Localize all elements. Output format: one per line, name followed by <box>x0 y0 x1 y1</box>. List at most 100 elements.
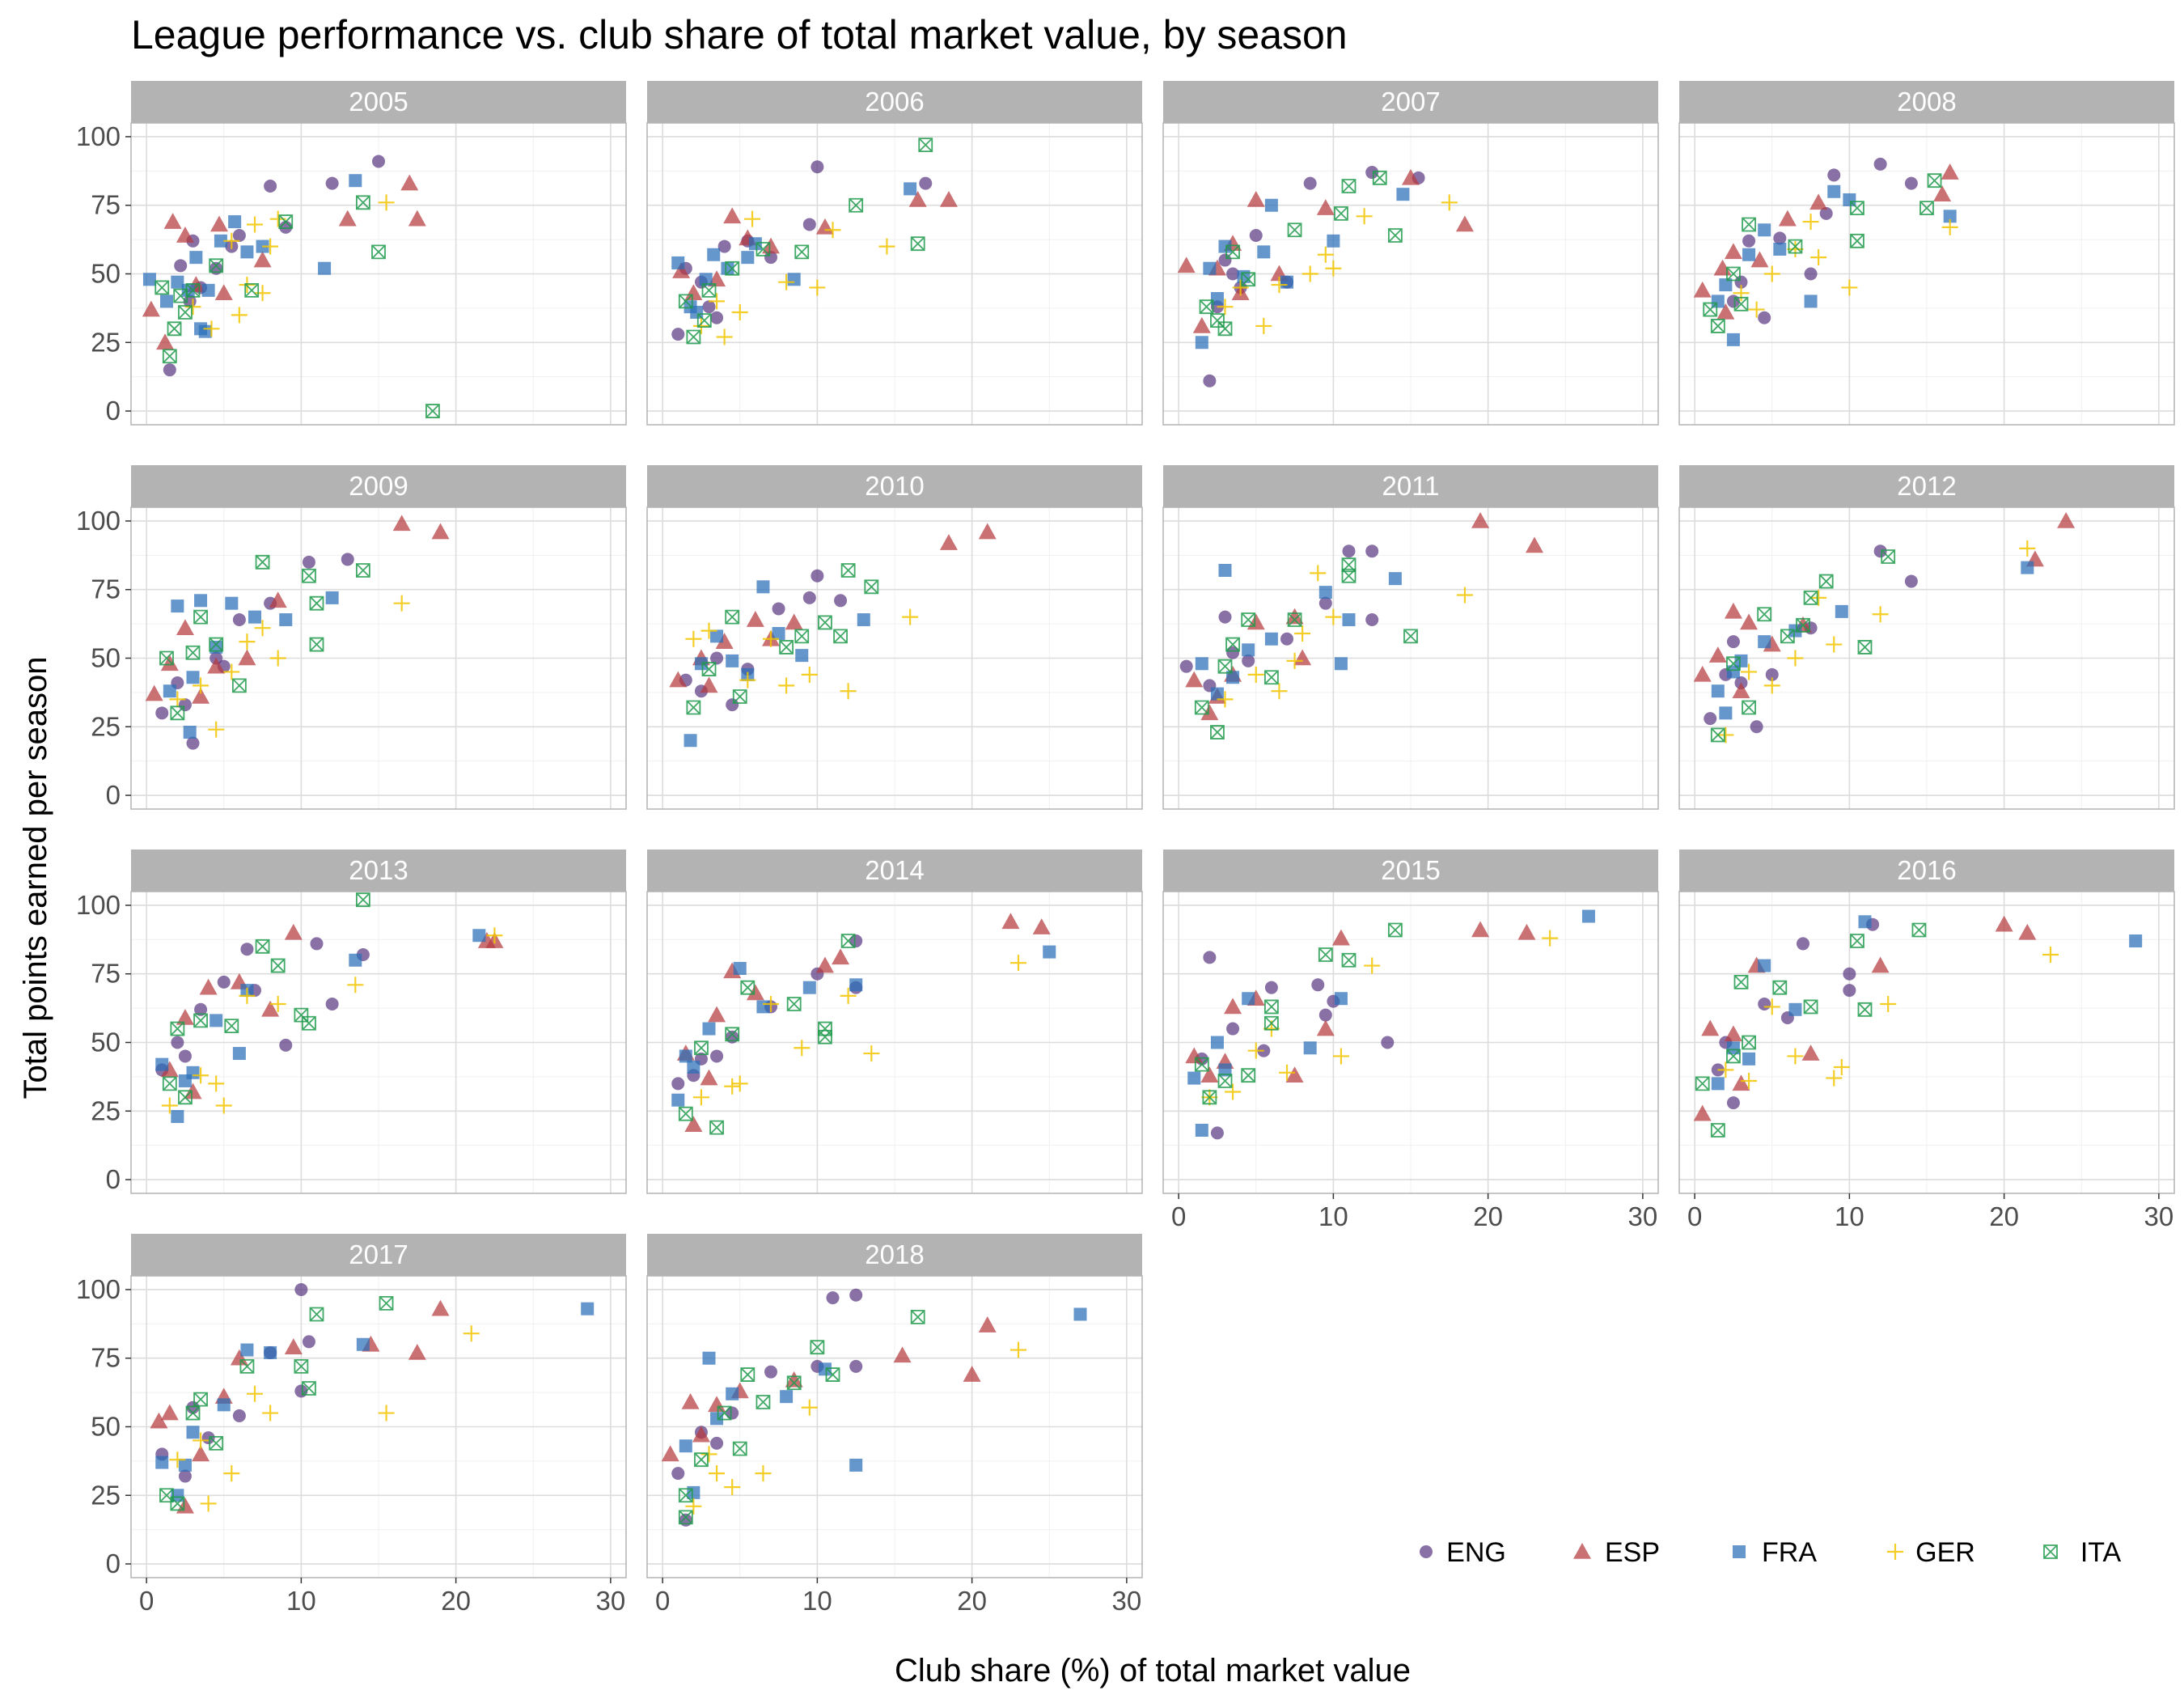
point-ita <box>910 1309 925 1324</box>
point-fra <box>795 649 809 663</box>
point-fra <box>1218 1063 1232 1077</box>
facet-panel-2010: 2010 <box>646 465 1143 810</box>
point-fra <box>772 626 785 640</box>
point-ita <box>779 640 794 655</box>
point-fra <box>787 273 801 286</box>
point-ita <box>244 282 260 298</box>
point-esp <box>661 1445 679 1462</box>
point-ger <box>1456 587 1473 604</box>
point-fra <box>325 591 339 604</box>
point-esp <box>1285 608 1304 625</box>
point-eng <box>1773 231 1787 245</box>
point-fra <box>741 251 755 265</box>
point-fra <box>189 251 203 265</box>
point-eng <box>325 998 339 1011</box>
point-ita <box>833 629 848 644</box>
point-fra <box>1788 624 1802 638</box>
point-fra <box>248 610 261 624</box>
point-esp <box>160 1404 179 1421</box>
point-ita <box>270 958 286 973</box>
point-eng <box>1381 1036 1395 1049</box>
point-fra <box>217 1398 231 1412</box>
facet-strip-label: 2012 <box>1897 471 1956 501</box>
point-ger <box>193 1067 210 1084</box>
point-esp <box>2057 511 2076 528</box>
point-ita <box>185 282 201 298</box>
point-eng <box>1242 654 1255 667</box>
point-ger <box>1010 955 1026 972</box>
point-fra <box>1218 239 1232 253</box>
x-tick-label: 0 <box>655 1586 670 1616</box>
point-ita <box>371 244 386 260</box>
facet-strip-label: 2013 <box>349 855 408 885</box>
point-fra <box>1226 671 1240 684</box>
point-fra <box>726 654 739 667</box>
point-ita <box>840 563 856 578</box>
point-ita <box>278 214 294 229</box>
point-esp <box>431 1299 450 1316</box>
point-esp <box>1455 215 1474 232</box>
point-esp <box>1693 281 1712 298</box>
point-ger <box>763 630 779 647</box>
point-ger <box>878 238 895 255</box>
point-fra <box>1758 635 1771 649</box>
point-ita <box>1919 201 1934 216</box>
point-fra <box>1726 665 1740 679</box>
point-fra <box>1210 687 1224 701</box>
point-ita <box>1241 1068 1256 1083</box>
point-ger <box>724 1479 741 1496</box>
facet-strip <box>131 1234 626 1276</box>
point-ita <box>1857 1002 1873 1017</box>
point-fra <box>155 1057 169 1071</box>
point-fra <box>1342 613 1356 627</box>
point-esp <box>893 1346 912 1363</box>
facet-strip-label: 2018 <box>865 1239 924 1269</box>
point-eng <box>826 1291 840 1305</box>
point-esp <box>1192 316 1211 333</box>
point-ger <box>1941 218 1958 235</box>
point-esp <box>1809 193 1828 210</box>
point-fra <box>1396 188 1410 201</box>
point-esp <box>1402 168 1420 185</box>
point-esp <box>1701 1019 1720 1036</box>
point-ger <box>1810 249 1827 266</box>
point-eng <box>710 651 724 665</box>
point-eng <box>1365 544 1379 558</box>
point-eng <box>834 594 848 608</box>
point-ger <box>169 691 186 708</box>
point-eng <box>1179 659 1193 673</box>
point-fra <box>210 1014 223 1027</box>
point-ger <box>169 1451 186 1468</box>
point-fra <box>1210 292 1224 306</box>
point-fra <box>671 1093 685 1107</box>
point-ita <box>678 294 693 309</box>
facet-strip-label: 2015 <box>1381 855 1440 885</box>
point-ita <box>162 1076 177 1091</box>
facet-panel-2012: 2012 <box>1678 465 2175 810</box>
point-esp <box>210 215 229 232</box>
point-fra <box>671 256 685 269</box>
point-ita <box>1225 637 1240 652</box>
point-fra <box>802 981 816 994</box>
point-ger <box>1872 606 1889 623</box>
point-fra <box>679 1049 692 1063</box>
point-fra <box>1719 706 1733 720</box>
point-ger <box>755 1465 772 1482</box>
point-ger <box>778 273 795 290</box>
point-fra <box>1318 586 1332 600</box>
point-ita <box>1742 217 1756 232</box>
facet-strip-label: 2008 <box>1897 87 1956 117</box>
point-ita <box>1850 934 1864 948</box>
point-fra <box>279 613 293 627</box>
point-fra <box>194 594 208 608</box>
point-ger <box>716 328 733 345</box>
point-ita <box>756 242 771 256</box>
point-ger <box>161 1097 178 1114</box>
point-fra <box>1742 248 1756 261</box>
point-esp <box>199 978 218 995</box>
point-eng <box>671 1077 685 1091</box>
point-eng <box>1210 1126 1224 1140</box>
point-esp <box>230 1349 248 1366</box>
panel-border <box>1678 891 2175 1194</box>
point-ita <box>302 568 316 583</box>
